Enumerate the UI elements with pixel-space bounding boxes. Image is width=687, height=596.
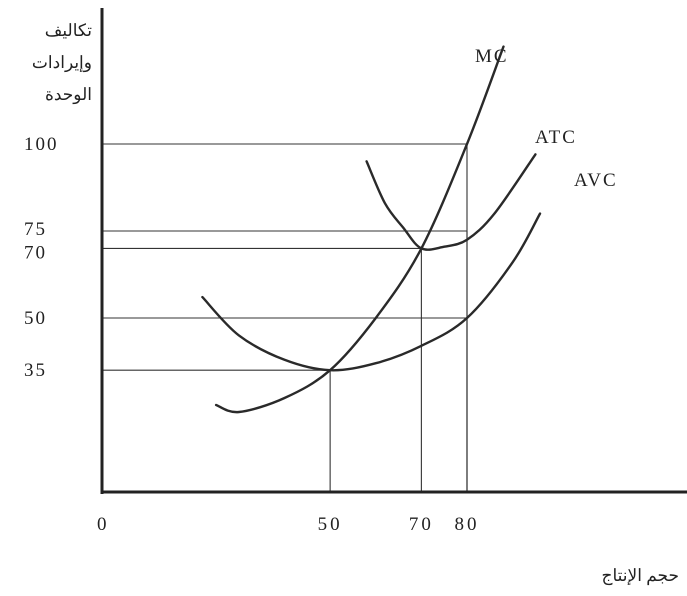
- series-label-avc: AVC: [574, 170, 618, 191]
- reference-lines: [102, 143, 468, 492]
- y-axis-label-line-2: وإيرادات: [31, 53, 92, 72]
- series-labels: MC ATC AVC: [475, 46, 618, 191]
- x-axis-label: حجم الإنتاج: [601, 566, 679, 585]
- y-axis-label-line-3: الوحدة: [44, 85, 92, 104]
- x-tick-label-50: 50: [318, 514, 343, 535]
- axes: [100, 8, 687, 494]
- y-tick-label-70: 70: [24, 242, 47, 263]
- y-tick-label-50: 50: [24, 308, 47, 329]
- series-label-mc: MC: [475, 46, 509, 67]
- y-tick-label-75: 75: [24, 219, 47, 240]
- series-atc-curve: [365, 153, 537, 251]
- y-tick-label-35: 35: [24, 360, 47, 381]
- y-axis-label-line-1: تكاليف: [44, 21, 92, 40]
- series-avc-curve: [201, 212, 542, 372]
- origin-label: 0: [97, 514, 107, 535]
- series-label-atc: ATC: [535, 127, 577, 148]
- series-mc-curve: [214, 45, 505, 414]
- x-tick-label-80: 80: [455, 514, 480, 535]
- y-tick-label-100: 100: [24, 134, 59, 155]
- series-curves: [201, 45, 542, 414]
- x-tick-label-70: 70: [409, 514, 434, 535]
